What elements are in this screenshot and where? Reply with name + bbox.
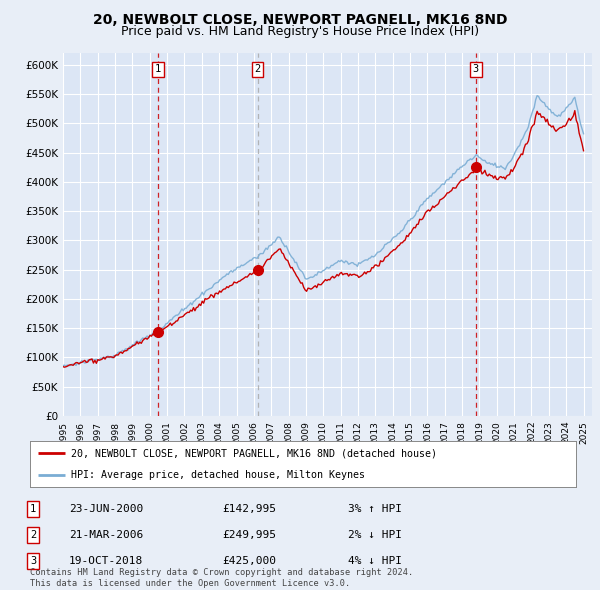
Text: £142,995: £142,995 (222, 504, 276, 514)
Text: Contains HM Land Registry data © Crown copyright and database right 2024.
This d: Contains HM Land Registry data © Crown c… (30, 568, 413, 588)
Text: £249,995: £249,995 (222, 530, 276, 540)
Text: 23-JUN-2000: 23-JUN-2000 (69, 504, 143, 514)
Text: 3% ↑ HPI: 3% ↑ HPI (348, 504, 402, 514)
Text: 1: 1 (30, 504, 36, 514)
Text: £425,000: £425,000 (222, 556, 276, 566)
Text: 20, NEWBOLT CLOSE, NEWPORT PAGNELL, MK16 8ND (detached house): 20, NEWBOLT CLOSE, NEWPORT PAGNELL, MK16… (71, 448, 437, 458)
Text: 19-OCT-2018: 19-OCT-2018 (69, 556, 143, 566)
Text: 1: 1 (155, 64, 161, 74)
Text: 2% ↓ HPI: 2% ↓ HPI (348, 530, 402, 540)
Text: 2: 2 (254, 64, 261, 74)
Text: HPI: Average price, detached house, Milton Keynes: HPI: Average price, detached house, Milt… (71, 470, 365, 480)
Text: 4% ↓ HPI: 4% ↓ HPI (348, 556, 402, 566)
Text: 3: 3 (473, 64, 479, 74)
Text: 3: 3 (30, 556, 36, 566)
Text: Price paid vs. HM Land Registry's House Price Index (HPI): Price paid vs. HM Land Registry's House … (121, 25, 479, 38)
Text: 21-MAR-2006: 21-MAR-2006 (69, 530, 143, 540)
Text: 20, NEWBOLT CLOSE, NEWPORT PAGNELL, MK16 8ND: 20, NEWBOLT CLOSE, NEWPORT PAGNELL, MK16… (93, 13, 507, 27)
Text: 2: 2 (30, 530, 36, 540)
